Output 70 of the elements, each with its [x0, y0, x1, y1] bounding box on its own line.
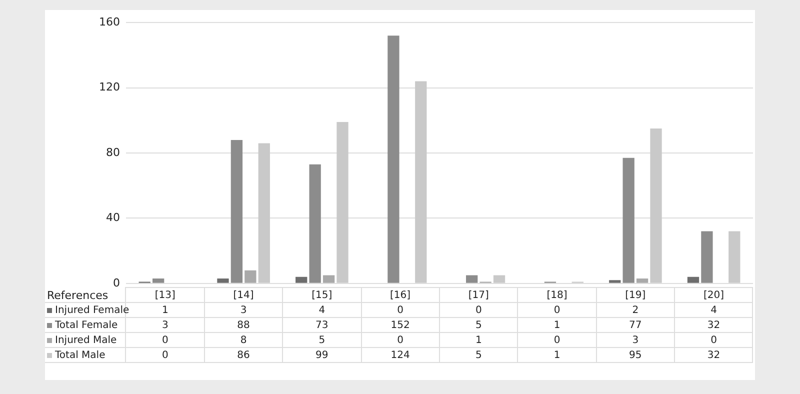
data-label: 0	[518, 332, 596, 348]
y-tick-label: 120	[98, 80, 120, 94]
bar	[622, 158, 634, 283]
data-label: 5	[282, 332, 362, 348]
y-tick-label: 0	[112, 276, 120, 290]
y-tick-label: 80	[106, 146, 120, 159]
data-label: 5	[439, 318, 518, 333]
x-tick-label: [15]	[282, 288, 362, 303]
bar	[322, 275, 335, 283]
bar	[230, 140, 243, 283]
data-label: 95	[596, 348, 675, 363]
data-label: 1	[439, 332, 518, 348]
bar	[388, 36, 400, 283]
x-tick-label: [16]	[361, 288, 440, 303]
data-label: 0	[126, 348, 204, 363]
bar	[258, 143, 270, 283]
x-tick-label: [19]	[596, 288, 675, 303]
x-tick-label: [14]	[204, 288, 283, 303]
data-label: 88	[204, 318, 283, 333]
data-label: 0	[361, 332, 440, 348]
data-label: 0	[126, 332, 204, 348]
data-label: 4	[674, 302, 753, 318]
data-label: 5	[439, 348, 518, 363]
bar	[701, 231, 713, 283]
bar	[217, 278, 229, 283]
data-label: 1	[518, 348, 596, 363]
data-label: 73	[282, 318, 362, 333]
bar	[609, 280, 621, 283]
x-tick-label: [20]	[674, 288, 753, 303]
data-label: 0	[439, 302, 518, 318]
data-label: 2	[596, 302, 675, 318]
bar	[650, 128, 662, 283]
data-label: 77	[596, 318, 675, 333]
y-tick-label: 160	[98, 15, 120, 28]
data-label: 3	[204, 302, 283, 318]
bar	[244, 270, 256, 283]
data-label: 152	[361, 318, 440, 333]
data-label: 8	[204, 332, 283, 348]
bar	[309, 164, 321, 283]
legend-label: Injured Female	[54, 304, 130, 318]
data-label: 124	[361, 348, 440, 363]
data-label: 4	[282, 302, 362, 318]
bar	[296, 276, 308, 283]
bar	[466, 275, 478, 283]
bar	[415, 81, 427, 283]
x-tick-label: [17]	[439, 288, 518, 303]
legend-label: Total Female	[45, 318, 126, 333]
data-label: 3	[126, 318, 204, 333]
bar	[728, 231, 740, 283]
data-label: 32	[674, 348, 753, 363]
bar	[687, 276, 700, 283]
data-label: 32	[674, 318, 753, 333]
data-label: 0	[674, 332, 753, 348]
data-label: 86	[204, 348, 283, 363]
bar	[336, 122, 348, 283]
x-axis-title: References	[46, 288, 110, 303]
data-label: 99	[282, 348, 362, 363]
data-label: 0	[518, 302, 596, 318]
data-label: 1	[162, 304, 168, 316]
y-tick-label: 40	[106, 211, 120, 224]
data-label: 0	[361, 302, 440, 318]
legend-label: Total Male	[45, 348, 126, 363]
bar	[152, 278, 164, 283]
x-tick-label: [13]	[126, 288, 204, 303]
data-label: 3	[596, 332, 675, 348]
legend-label: Injured Male	[45, 332, 126, 348]
x-tick-label: [18]	[518, 288, 596, 303]
data-label: 1	[518, 318, 596, 333]
bar	[636, 278, 648, 283]
bar	[493, 275, 506, 283]
